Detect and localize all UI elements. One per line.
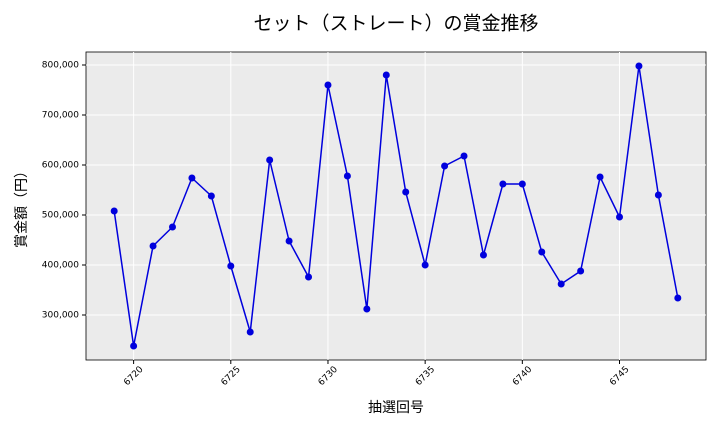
point	[557, 280, 565, 288]
line	[113, 65, 679, 347]
y-tick-label: 500,000	[42, 211, 79, 221]
point	[324, 81, 332, 89]
point	[110, 207, 118, 215]
x-axis-label: 抽選回号	[368, 400, 424, 416]
y-tick-label: 600,000	[42, 161, 79, 171]
point	[285, 237, 293, 245]
point	[382, 71, 390, 79]
point	[441, 162, 449, 170]
point	[654, 191, 662, 199]
y-tick-label: 300,000	[42, 311, 79, 321]
point	[538, 248, 546, 256]
y-tick-label: 700,000	[42, 111, 79, 121]
y-tick-label: 800,000	[42, 61, 79, 71]
point	[227, 262, 235, 270]
point	[616, 213, 624, 221]
point	[674, 294, 682, 302]
point	[188, 174, 196, 182]
point	[460, 152, 468, 160]
x-tick-label: 6735	[414, 365, 437, 388]
point	[577, 267, 585, 275]
x-tick-label: 6730	[317, 365, 340, 388]
chart-title: セット（ストレート）の賞金推移	[253, 13, 538, 35]
point	[596, 173, 604, 181]
point	[499, 180, 507, 188]
point	[305, 273, 313, 281]
point	[518, 180, 526, 188]
point	[149, 242, 157, 250]
point	[266, 156, 274, 164]
point	[130, 342, 138, 350]
point	[635, 62, 643, 70]
point	[363, 305, 371, 313]
point	[402, 188, 410, 196]
point	[207, 192, 215, 200]
x-tick-label: 6745	[608, 365, 631, 388]
x-tick-label: 6740	[511, 365, 534, 388]
point	[168, 223, 176, 231]
point	[421, 261, 429, 269]
y-axis-label: 賞金額（円）	[14, 164, 30, 248]
point	[479, 251, 487, 259]
point	[343, 172, 351, 180]
point	[246, 328, 254, 336]
plot-area	[85, 51, 707, 361]
y-tick-label: 400,000	[42, 261, 79, 271]
x-tick-label: 6720	[122, 365, 145, 388]
x-tick-label: 6725	[220, 365, 243, 388]
